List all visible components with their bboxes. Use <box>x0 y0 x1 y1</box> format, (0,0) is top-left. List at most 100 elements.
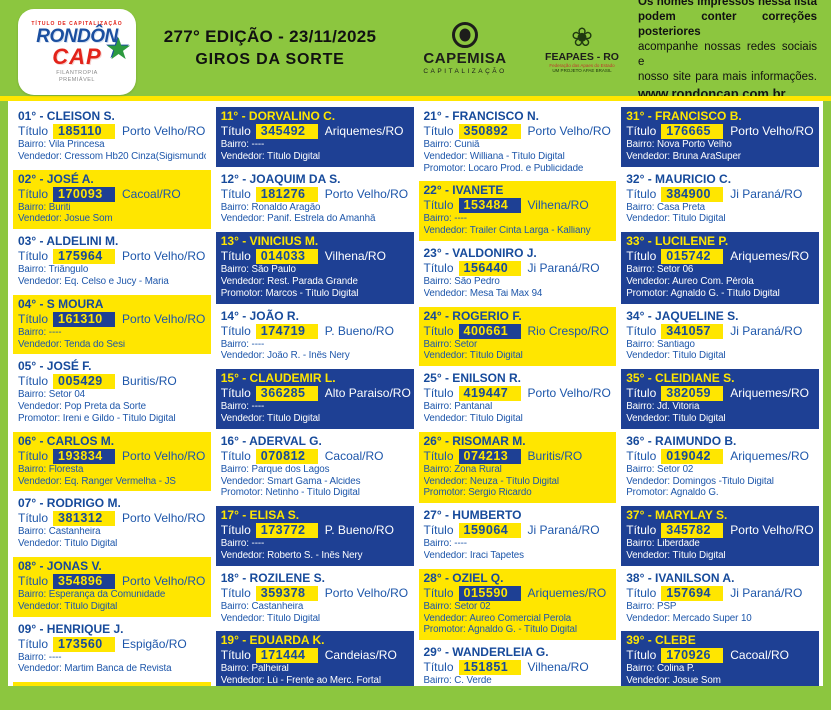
titulo-row: Título 015590 Ariquemes/RO <box>424 585 612 601</box>
winner-vendedor: Vendedor: Rest. Parada Grande <box>220 276 358 287</box>
winner-bairro: Bairro: Santiago <box>626 339 695 350</box>
winner-vendedor: Vendedor: Pop Preta da Sorte <box>18 402 146 413</box>
winner-bairro: Bairro: ---- <box>220 539 265 550</box>
winners-column-2: 11° - DORVALINO C. Título 345492 Ariquem… <box>215 107 414 686</box>
winner-vendedor: Vendedor: Aureo Comercial Perola <box>423 613 572 624</box>
winner-name: 31° - FRANCISCO B. <box>626 109 742 123</box>
winner-name: 28° - OZIEL Q. <box>423 570 504 585</box>
footer-bar <box>0 686 831 710</box>
list-item: 31° - FRANCISCO B. Título 176665 Porto V… <box>621 107 819 167</box>
feapaes-line1: Federação das Apaes do Estado <box>549 62 615 68</box>
titulo-row: Título 345492 Ariquemes/RO <box>221 124 409 139</box>
winner-name: 05° - JOSÉ F. <box>18 359 92 374</box>
titulo-number: 176665 <box>661 124 724 139</box>
winner-promotor: Promotor: Agnaldo G. <box>626 488 719 499</box>
winner-promotor: Promotor: Marcos - Título Digital <box>220 288 359 299</box>
list-item: 15° - CLAUDEMIR L. Título 366285 Alto Pa… <box>215 369 414 429</box>
winner-name: 12° - JOAQUIM DA S. <box>220 171 341 186</box>
winner-bairro: Bairro: Castanheira <box>220 601 304 612</box>
list-item: 21° - FRANCISCO N. Título 350892 Porto V… <box>418 107 617 179</box>
yellow-separator <box>0 96 831 101</box>
titulo-label: Título <box>626 323 657 338</box>
winner-bairro: Bairro: ---- <box>18 652 62 663</box>
list-item: 01° - CLEISON S. Título 185110 Porto Vel… <box>13 107 211 167</box>
edition-title: 277° EDIÇÃO - 23/11/2025 <box>163 27 377 46</box>
winner-bairro: Bairro: PSP <box>626 601 677 612</box>
winner-name: 22° - IVANETE <box>423 183 504 198</box>
winner-vendedor: Vendedor: Iraci Tapetes <box>423 550 525 561</box>
winner-name: 03° - ALDELINI M. <box>18 234 119 249</box>
titulo-number: 015742 <box>661 249 724 265</box>
list-item: 18° - ROZILENE S. Título 359378 Porto Ve… <box>215 568 414 629</box>
list-item: 11° - DORVALINO C. Título 345492 Ariquem… <box>215 107 414 167</box>
winner-vendedor: Vendedor: Título Digital <box>18 539 118 550</box>
winner-bairro: Bairro: Esperança da Comunidade <box>18 589 166 600</box>
winner-city: Porto Velho/RO <box>324 585 409 600</box>
titulo-number: 171444 <box>255 648 318 664</box>
winner-name: 24° - ROGERIO F. <box>423 308 522 323</box>
titulo-label: Título <box>626 585 657 600</box>
list-item: 09° - HENRIQUE J. Título 173560 Espigão/… <box>13 619 211 680</box>
titulo-row: Título 345782 Porto Velho/RO <box>626 523 814 539</box>
titulo-number: 005429 <box>53 374 116 390</box>
titulo-row: Título 019042 Ariquemes/RO <box>626 448 814 464</box>
titulo-label: Título <box>220 448 251 463</box>
winner-name: 19° - EDUARDA K. <box>220 633 325 648</box>
titulo-row: Título 175964 Porto Velho/RO <box>18 249 206 265</box>
winner-bairro: Bairro: São Paulo <box>220 265 296 276</box>
list-item: 16° - ADERVAL G. Título 070812 Cacoal/RO… <box>215 431 414 504</box>
titulo-number: 341057 <box>661 323 724 339</box>
winner-vendedor: Vendedor: Título Digital <box>423 351 523 362</box>
winner-vendedor: Vendedor: Cressom Hb20 Cinza(Sigismundo) <box>18 151 206 162</box>
winner-bairro: Bairro: Jd. Vitoria <box>626 402 700 413</box>
titulo-row: Título 193834 Porto Velho/RO <box>18 448 206 464</box>
winner-vendedor: Vendedor: João R. - Inês Nery <box>220 351 350 362</box>
winner-name: 15° - CLAUDEMIR L. <box>220 371 336 386</box>
winner-city: Porto Velho/RO <box>122 311 206 326</box>
winner-city: P. Bueno/RO <box>324 323 394 338</box>
winner-city: Porto Velho/RO <box>122 573 206 588</box>
titulo-label: Título <box>423 198 454 213</box>
titulo-row: Título 151851 Vilhena/RO <box>424 660 612 676</box>
feapaes-logo: ❀ FEAPAES - RO Federação das Apaes do Es… <box>536 23 628 74</box>
winner-vendedor: Vendedor: Eq. Ranger Vermelha - JS <box>18 476 176 487</box>
winner-bairro: Bairro: Pantanal <box>423 402 493 413</box>
winner-bairro: Bairro: Castanheira <box>18 527 101 538</box>
winner-name: 09° - HENRIQUE J. <box>18 621 124 636</box>
titulo-number: 345492 <box>255 124 318 139</box>
list-item: 08° - JONAS V. Título 354896 Porto Velho… <box>13 556 211 617</box>
winner-vendedor: Vendedor: Domingos -Titulo Digital <box>626 476 774 487</box>
capemisa-subtitle: CAPITALIZAÇÃO <box>423 67 507 75</box>
titulo-label: Título <box>220 648 251 663</box>
winner-bairro: Bairro: C. Verde <box>423 676 492 686</box>
winner-city: Ji Paraná/RO <box>527 260 600 275</box>
titulo-label: Título <box>18 186 49 201</box>
winner-vendedor: Vendedor: Mesa Tai Max 94 <box>423 288 543 299</box>
titulo-row: Título 074213 Buritis/RO <box>424 448 612 464</box>
titulo-row: Título 170093 Cacoal/RO <box>18 186 206 202</box>
winner-vendedor: Vendedor: Josue Som <box>626 676 721 686</box>
titulo-row: Título 171444 Candeias/RO <box>220 648 409 664</box>
titulo-row: Título 181276 Porto Velho/RO <box>221 186 409 202</box>
list-item: 14° - JOÃO R. Título 174719 P. Bueno/RO … <box>215 306 414 367</box>
titulo-row: Título 366285 Alto Paraiso/RO <box>221 386 411 402</box>
winner-promotor: Promotor: Agnaldo G. - Título Digital <box>626 288 780 299</box>
titulo-label: Título <box>423 386 454 401</box>
titulo-row: Título 173560 Espigão/RO <box>18 636 206 652</box>
winner-bairro: Bairro: ---- <box>423 214 468 225</box>
winner-city: Porto Velho/RO <box>730 124 814 138</box>
winner-bairro: Bairro: ---- <box>220 339 265 350</box>
winner-name: 14° - JOÃO R. <box>220 308 299 323</box>
winner-city: Porto Velho/RO <box>122 249 206 264</box>
winner-promotor: Promotor: Netinho - Título Digital <box>220 488 360 499</box>
feapaes-line2: UM PROJETO APAE BRASIL <box>552 68 612 73</box>
titulo-label: Título <box>626 124 657 138</box>
winner-promotor: Promotor: Locaro Prod. e Publicidade <box>423 163 584 174</box>
titulo-row: Título 381312 Porto Velho/RO <box>18 511 206 527</box>
winner-vendedor: Vendedor: Título Digital <box>626 214 726 225</box>
winner-bairro: Bairro: Setor 06 <box>626 265 694 276</box>
titulo-row: Título 005429 Buritis/RO <box>18 374 206 390</box>
titulo-number: 345782 <box>661 523 724 539</box>
titulo-label: Título <box>626 386 657 401</box>
